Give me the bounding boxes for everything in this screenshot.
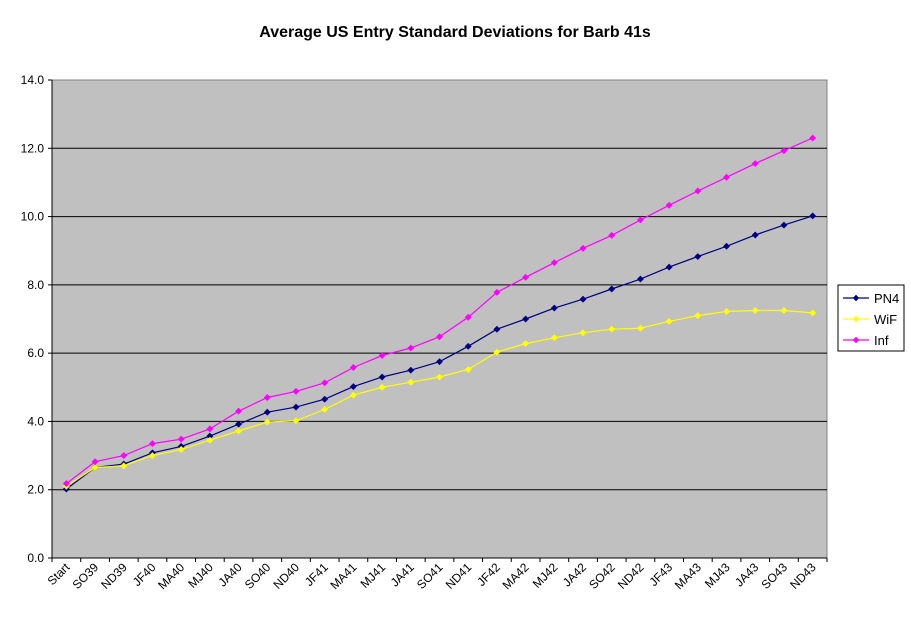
data-point (579, 329, 587, 337)
data-point (722, 307, 731, 316)
data-point (780, 147, 788, 155)
data-point (550, 334, 558, 342)
data-point (694, 187, 702, 195)
data-point (579, 244, 587, 252)
data-point (809, 309, 817, 317)
data-point (809, 212, 817, 220)
data-point (751, 306, 759, 315)
chart-title: Average US Entry Standard Deviations for… (259, 24, 651, 41)
data-point (206, 436, 214, 444)
data-point (292, 387, 300, 395)
data-point (321, 379, 329, 387)
legend-marker (852, 336, 860, 344)
data-point (263, 393, 271, 402)
data-point (263, 408, 271, 416)
gridlines (52, 147, 827, 491)
data-point (177, 435, 185, 443)
y-tick-label: 0.0 (27, 551, 44, 565)
data-point (148, 440, 157, 448)
y-tick-label: 2.0 (27, 483, 44, 497)
legend-label-inf: Inf (874, 333, 889, 348)
data-point (292, 417, 300, 425)
data-point (91, 463, 99, 472)
data-point (120, 452, 128, 460)
data-point (809, 134, 817, 142)
data-point (550, 304, 558, 312)
data-point (91, 458, 99, 466)
data-point (378, 373, 386, 381)
data-point (522, 273, 530, 281)
data-point (120, 462, 128, 470)
data-point (780, 306, 788, 315)
data-point (206, 425, 214, 433)
plot-area (51, 79, 828, 559)
series-layer (62, 134, 817, 493)
data-point (665, 201, 673, 209)
data-point (493, 348, 501, 356)
data-point (665, 263, 673, 271)
data-point (550, 259, 558, 267)
data-point (464, 342, 472, 350)
data-point (722, 173, 731, 181)
y-tick-label: 12.0 (21, 141, 45, 155)
y-tick-label: 4.0 (27, 414, 44, 428)
data-point (407, 378, 415, 386)
data-point (62, 480, 70, 488)
data-point (349, 383, 357, 391)
data-point (608, 325, 616, 333)
series-inf (62, 134, 817, 488)
data-point (751, 231, 759, 239)
data-point (292, 403, 300, 411)
data-point (636, 324, 644, 332)
data-point (435, 358, 444, 366)
data-point (378, 383, 386, 391)
data-point (464, 365, 472, 374)
data-point (636, 216, 644, 224)
data-point (579, 295, 587, 303)
data-point (493, 325, 501, 333)
data-point (263, 418, 271, 426)
data-point (349, 391, 357, 399)
data-point (522, 340, 530, 348)
data-point (694, 252, 702, 261)
legend-marker (852, 315, 860, 323)
y-tick-label: 8.0 (27, 278, 44, 292)
data-point (435, 333, 444, 341)
data-point (148, 452, 157, 460)
legend-marker (852, 294, 860, 302)
data-point (780, 221, 788, 229)
data-point (321, 405, 329, 414)
legend: PN4 WiF Inf (837, 284, 905, 352)
data-point (522, 315, 530, 323)
data-point (493, 288, 501, 296)
legend-label-wif: WiF (874, 312, 897, 327)
legend-label-pn4: PN4 (874, 291, 899, 306)
data-point (235, 427, 243, 435)
data-point (464, 313, 472, 321)
data-point (349, 363, 357, 372)
data-point (435, 373, 444, 381)
data-point (321, 395, 329, 403)
data-point (407, 366, 415, 374)
data-point (378, 351, 386, 360)
y-tick-label: 10.0 (21, 210, 45, 224)
y-tick-label: 14.0 (21, 73, 45, 87)
data-point (235, 420, 243, 428)
data-point (235, 407, 243, 415)
y-tick-label: 6.0 (27, 346, 44, 360)
series-wif (62, 306, 817, 490)
data-point (665, 317, 673, 325)
data-point (407, 344, 415, 352)
data-point (694, 312, 702, 320)
data-point (608, 285, 616, 293)
data-point (608, 231, 616, 239)
data-point (751, 160, 759, 168)
data-point (636, 275, 644, 283)
data-point (177, 445, 185, 453)
data-point (722, 242, 731, 250)
